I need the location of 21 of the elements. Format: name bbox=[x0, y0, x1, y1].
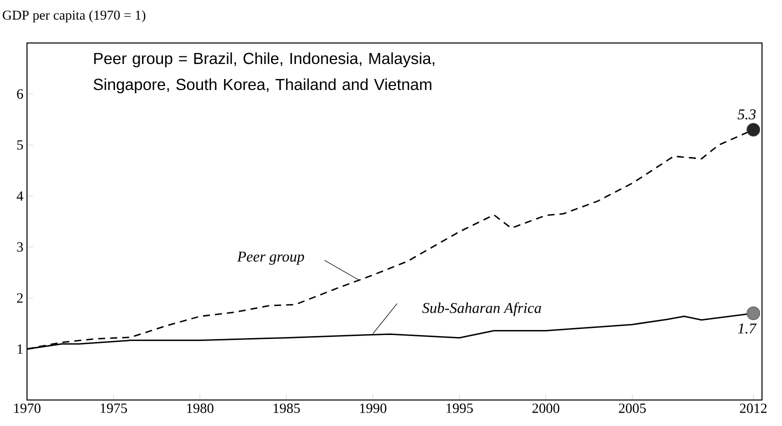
x-tick-label: 1990 bbox=[360, 404, 386, 413]
y-tick-label: 5 bbox=[17, 140, 23, 150]
x-tick-label: 1975 bbox=[100, 404, 127, 413]
x-tick-label: 1985 bbox=[274, 404, 300, 413]
x-tick-label: 2005 bbox=[618, 404, 646, 413]
legend-label: Sub-Saharan Africa bbox=[422, 302, 542, 316]
y-tick-label: 1 bbox=[18, 344, 23, 354]
x-tick-label: 1995 bbox=[446, 404, 473, 413]
x-tick-label: 1970 bbox=[14, 404, 40, 413]
x-tick-label: 2012 bbox=[740, 404, 767, 413]
y-axis-title: GDP per capita (1970 = 1) bbox=[2, 10, 146, 22]
annotation: 1.7 bbox=[738, 324, 757, 334]
y-tick-label: 6 bbox=[17, 89, 24, 99]
y-tick-label: 3 bbox=[17, 242, 23, 252]
x-tick-label: 1980 bbox=[187, 404, 214, 413]
y-tick-label: 2 bbox=[17, 293, 23, 303]
x-tick-label: 2000 bbox=[532, 404, 560, 413]
annotation: 5.3 bbox=[738, 109, 756, 120]
annotation: Peer group = Brazil, Chile, Indonesia, Malaysia, Singapore, South Korea, Thailand and Vietnam bbox=[94, 52, 434, 94]
y-tick-label: 4 bbox=[16, 191, 24, 201]
text: Peer group bbox=[237, 252, 304, 265]
